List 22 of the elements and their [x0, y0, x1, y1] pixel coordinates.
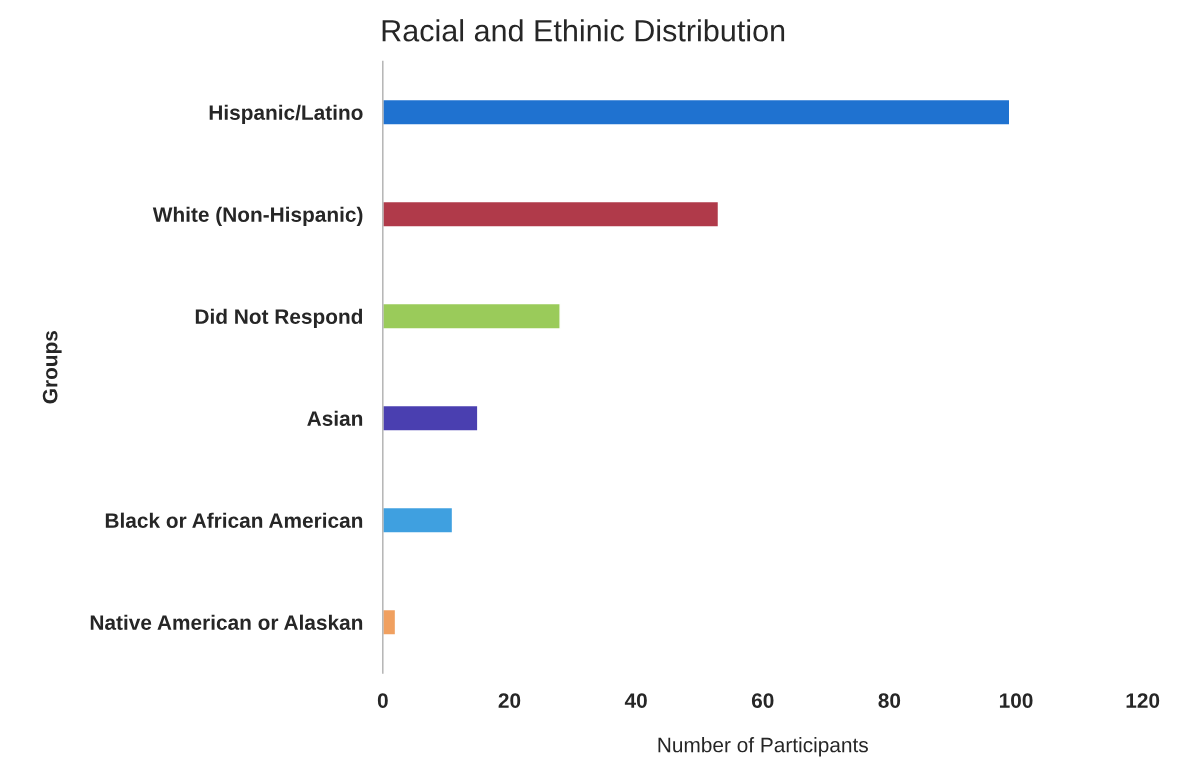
y-tick-label: Native American or Alaskan	[90, 614, 363, 630]
bar	[382, 200, 720, 228]
y-axis-title: Groups	[42, 331, 62, 404]
y-tick-label: Asian	[307, 410, 363, 426]
x-tick-label: 0	[377, 693, 388, 708]
y-tick-label: Did Not Respond	[195, 308, 363, 329]
bar	[382, 404, 479, 432]
x-tick-label: 60	[751, 693, 774, 708]
bar	[382, 302, 561, 330]
x-tick-label: 100	[999, 693, 1033, 708]
y-tick-label: Black or African American	[105, 512, 363, 528]
y-tick-label: Hispanic/Latino	[209, 104, 363, 125]
chart-title: Racial and Ethinic Distribution	[382, 19, 785, 42]
bar	[382, 506, 454, 534]
x-tick-label: 40	[624, 693, 647, 708]
x-tick-label: 80	[878, 693, 901, 708]
y-tick-label: White (Non-Hispanic)	[152, 206, 363, 227]
bar	[382, 608, 397, 636]
x-tick-label: 120	[1126, 693, 1160, 708]
x-tick-label: 20	[498, 693, 521, 708]
x-axis-title: Number of Participants	[658, 737, 868, 757]
bar	[382, 98, 1011, 126]
